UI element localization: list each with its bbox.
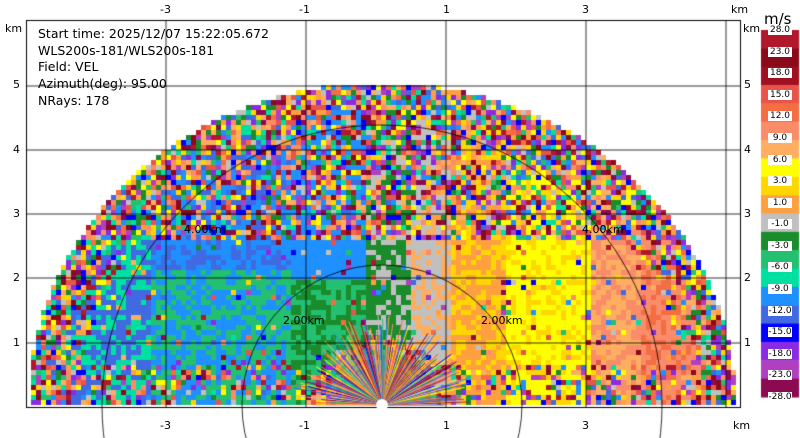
x-unit-top: km xyxy=(731,3,749,16)
field-text: Field: VEL xyxy=(38,59,99,74)
colorbar-label-9: -1.0 xyxy=(768,219,792,230)
x-tick-top-4: 3 xyxy=(582,3,589,16)
y-tick-right-2: 2 xyxy=(744,271,751,284)
colorbar-label-5: 9.0 xyxy=(768,132,792,143)
x-tick-top-3: 1 xyxy=(443,3,450,16)
y-tick-right-4: 4 xyxy=(744,143,751,156)
y-unit-left: km xyxy=(5,22,23,35)
colorbar-label-12: -9.0 xyxy=(768,284,792,295)
colorbar-label-2: 18.0 xyxy=(768,68,792,79)
y-tick-left-1: 1 xyxy=(13,336,20,349)
colorbar-label-14: -15.0 xyxy=(768,327,792,338)
x-tick-bottom-3: 1 xyxy=(443,419,450,432)
colorbar-label-7: 3.0 xyxy=(768,176,792,187)
ring-label-4km-left: 4.00km xyxy=(184,223,226,236)
ring-label-2km-left: 2.00km xyxy=(283,314,325,327)
ring-label-4km-right: 4.00km xyxy=(582,223,624,236)
colorbar-label-17: -28.0 xyxy=(768,392,792,402)
y-tick-left-5: 5 xyxy=(13,78,20,91)
y-tick-right-3: 3 xyxy=(744,207,751,220)
colorbar-label-11: -6.0 xyxy=(768,262,792,273)
ring-label-2km-right: 2.00km xyxy=(481,314,523,327)
y-tick-left-3: 3 xyxy=(13,207,20,220)
station-text: WLS200s-181/WLS200s-181 xyxy=(38,43,215,58)
x-unit-bottom: km xyxy=(733,419,751,432)
colorbar-label-6: 6.0 xyxy=(768,154,792,165)
start-time-text: Start time: 2025/12/07 15:22:05.672 xyxy=(38,26,269,41)
y-tick-right-1: 1 xyxy=(744,336,751,349)
x-tick-top-2: -1 xyxy=(299,3,310,16)
y-tick-left-2: 2 xyxy=(13,271,20,284)
x-tick-bottom-1: -3 xyxy=(160,419,171,432)
colorbar-label-3: 15.0 xyxy=(768,89,792,100)
y-unit-right: km xyxy=(743,22,761,35)
colorbar-label-10: -3.0 xyxy=(768,240,792,251)
colorbar-label-15: -18.0 xyxy=(768,348,792,359)
x-tick-bottom-4: 3 xyxy=(582,419,589,432)
colorbar-label-0: 28.0 xyxy=(768,25,792,35)
y-tick-left-4: 4 xyxy=(13,143,20,156)
colorbar-title: m/s xyxy=(764,10,792,28)
colorbar-label-13: -12.0 xyxy=(768,305,792,316)
x-tick-bottom-2: -1 xyxy=(299,419,310,432)
x-tick-top-1: -3 xyxy=(160,3,171,16)
colorbar-label-1: 23.0 xyxy=(768,46,792,57)
colorbar-label-16: -23.0 xyxy=(768,370,792,381)
nrays-text: NRays: 178 xyxy=(38,93,110,108)
colorbar-label-4: 12.0 xyxy=(768,111,792,122)
azimuth-text: Azimuth(deg): 95.00 xyxy=(38,76,167,91)
colorbar-label-8: 1.0 xyxy=(768,197,792,208)
y-tick-right-5: 5 xyxy=(744,78,751,91)
